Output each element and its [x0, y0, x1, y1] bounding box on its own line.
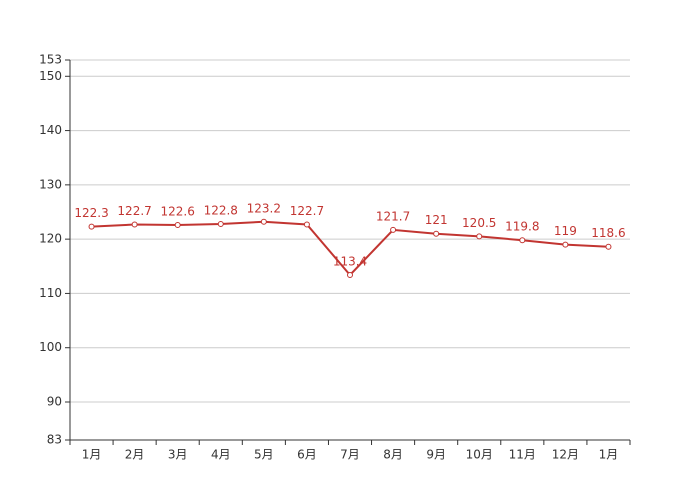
point [347, 271, 353, 278]
point [476, 233, 483, 240]
y-tick-label: 83 [47, 433, 62, 447]
x-tick-label: 3月 [168, 448, 188, 462]
point [131, 221, 138, 228]
data-label: 119 [554, 224, 577, 238]
data-label: 122.6 [161, 205, 195, 219]
data-label: 121 [425, 213, 448, 227]
point [519, 237, 526, 244]
y-tick-label: 150 [39, 69, 62, 83]
data-label: 122.7 [117, 204, 151, 218]
point [260, 218, 267, 225]
y-tick-label: 120 [39, 232, 62, 246]
y-tick-label: 140 [39, 123, 62, 137]
data-label: 113.4 [333, 254, 367, 268]
y-tick-label: 153 [39, 53, 62, 67]
data-label: 121.7 [376, 209, 410, 223]
point [605, 243, 612, 250]
x-tick-label: 5月 [254, 448, 274, 462]
point [433, 230, 440, 237]
point [174, 222, 181, 229]
y-tick-label: 100 [39, 340, 62, 354]
x-tick-label: 8月 [383, 448, 403, 462]
x-tick-label: 4月 [211, 448, 231, 462]
x-tick-label: 2月 [125, 448, 145, 462]
data-label: 120.5 [462, 216, 496, 230]
point [390, 226, 397, 233]
point [88, 223, 95, 230]
x-tick-label: 1月 [82, 448, 102, 462]
y-tick-label: 110 [39, 286, 62, 300]
data-label: 122.7 [290, 204, 324, 218]
point [303, 221, 310, 228]
x-tick-label: 11月 [509, 448, 536, 462]
y-tick-label: 90 [47, 395, 62, 409]
data-label: 122.8 [204, 203, 238, 217]
x-tick-label: 9月 [426, 448, 446, 462]
data-label: 122.3 [74, 206, 108, 220]
y-tick-label: 130 [39, 177, 62, 191]
data-label: 123.2 [247, 201, 281, 215]
point [562, 241, 569, 248]
x-tick-label: 1月 [599, 448, 619, 462]
x-tick-label: 7月 [340, 448, 360, 462]
point [217, 220, 224, 227]
x-tick-label: 12月 [552, 448, 579, 462]
data-label: 119.8 [505, 220, 539, 234]
data-label: 118.6 [591, 226, 625, 240]
x-tick-label: 6月 [297, 448, 317, 462]
x-tick-label: 10月 [466, 448, 493, 462]
